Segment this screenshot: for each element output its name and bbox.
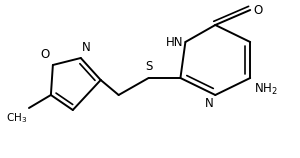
Text: O: O	[40, 48, 50, 61]
Text: HN: HN	[166, 36, 183, 49]
Text: N: N	[205, 97, 213, 110]
Text: O: O	[253, 3, 262, 16]
Text: N: N	[82, 41, 91, 54]
Text: S: S	[145, 60, 152, 73]
Text: CH$_3$: CH$_3$	[6, 111, 27, 125]
Text: NH$_2$: NH$_2$	[254, 82, 278, 97]
